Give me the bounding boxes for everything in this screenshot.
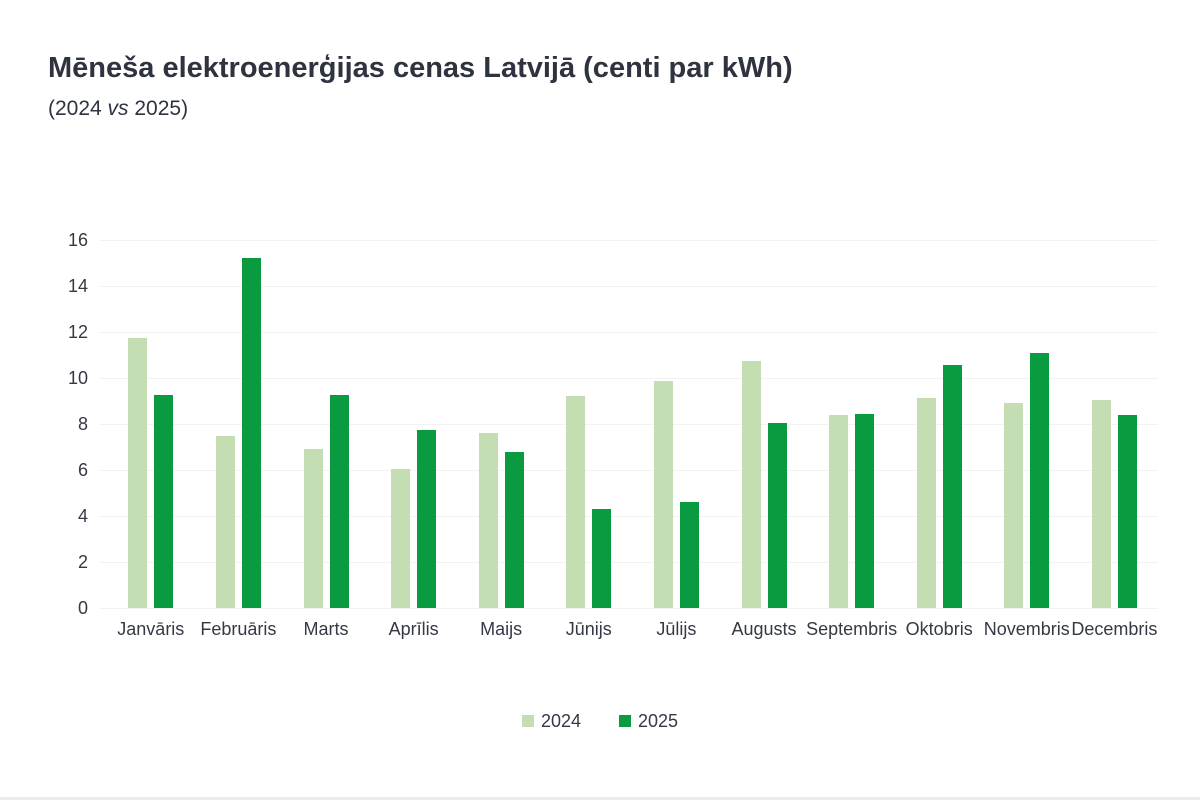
- bar-2024-augusts: [741, 360, 761, 608]
- subtitle-suffix: 2025): [128, 97, 189, 120]
- x-tick-label-novembris: Novembris: [983, 619, 1070, 639]
- bar-2025-februāris: [241, 258, 261, 608]
- y-tick-label-16: 16: [67, 230, 88, 250]
- gridline-y-8: [100, 423, 1158, 425]
- bar-2025-decembris: [1117, 414, 1137, 608]
- legend-swatch-2025: [619, 715, 631, 727]
- bar-2024-jūnijs: [566, 396, 586, 608]
- page-bottom-edge: [0, 797, 1200, 800]
- legend-swatch-2024: [521, 715, 534, 727]
- y-tick-label-6: 6: [77, 460, 88, 480]
- bar-2024-novembris: [1004, 403, 1024, 608]
- y-tick-label-4: 4: [77, 506, 88, 526]
- y-tick-label-14: 14: [67, 276, 88, 296]
- gridline-y-14: [100, 285, 1158, 287]
- x-tick-label-jūlijs: Jūlijs: [656, 619, 697, 639]
- x-tick-label-oktobris: Oktobris: [905, 619, 973, 639]
- y-tick-label-8: 8: [77, 414, 88, 434]
- x-tick-label-marts: Marts: [303, 619, 349, 639]
- legend-item-2025: 2025: [619, 712, 678, 730]
- y-tick-label-2: 2: [77, 552, 88, 572]
- legend-item-2024: 2024: [521, 711, 581, 731]
- bar-2025-oktobris: [942, 365, 962, 608]
- chart-title: Mēneša elektroenerģijas cenas Latvijā (c…: [48, 52, 793, 84]
- bar-2024-maijs: [478, 433, 498, 608]
- x-tick-label-februāris: Februāris: [200, 619, 277, 639]
- bar-2025-jūlijs: [679, 502, 699, 608]
- y-tick-label-0: 0: [77, 598, 88, 618]
- bar-2025-janvāris: [154, 395, 174, 608]
- bar-2025-augusts: [767, 422, 787, 608]
- gridline-y-6: [100, 469, 1158, 471]
- gridline-y-0: [100, 607, 1158, 609]
- bar-2024-aprīlis: [391, 468, 411, 608]
- bar-2024-janvāris: [128, 337, 148, 608]
- bar-2025-septembris: [855, 413, 875, 608]
- y-tick-label-12: 12: [67, 322, 88, 342]
- gridline-y-12: [100, 331, 1158, 333]
- x-tick-label-aprīlis: Aprīlis: [388, 619, 439, 639]
- bar-2025-aprīlis: [417, 429, 437, 608]
- bar-2024-decembris: [1091, 399, 1111, 608]
- x-tick-label-augusts: Augusts: [731, 619, 797, 639]
- bar-2025-marts: [329, 395, 349, 608]
- chart-legend: 2024 2025: [0, 712, 1200, 730]
- bar-2025-jūnijs: [592, 509, 612, 608]
- legend-label-2024: 2024: [540, 711, 581, 731]
- x-tick-label-septembris: Septembris: [806, 619, 898, 639]
- bar-2025-maijs: [504, 451, 524, 608]
- chart-subtitle: (2024 vs 2025): [48, 97, 188, 121]
- gridline-y-4: [100, 515, 1158, 517]
- y-tick-label-10: 10: [67, 368, 88, 388]
- gridline-y-2: [100, 561, 1158, 563]
- legend-label-2025: 2025: [638, 711, 679, 731]
- bar-2025-novembris: [1030, 352, 1050, 608]
- x-tick-label-jūnijs: Jūnijs: [565, 619, 612, 639]
- bar-2024-oktobris: [916, 397, 936, 608]
- x-tick-label-decembris: Decembris: [1071, 619, 1158, 639]
- gridline-y-16: [100, 239, 1158, 241]
- bar-2024-jūlijs: [653, 381, 673, 608]
- bar-2024-februāris: [215, 435, 235, 608]
- bar-2024-septembris: [829, 414, 849, 608]
- subtitle-prefix: (2024: [48, 97, 108, 120]
- subtitle-vs: vs: [107, 97, 129, 120]
- x-tick-label-maijs: Maijs: [480, 619, 523, 639]
- gridline-y-10: [100, 377, 1158, 379]
- bar-2024-marts: [303, 449, 323, 608]
- x-tick-label-janvāris: Janvāris: [117, 619, 185, 639]
